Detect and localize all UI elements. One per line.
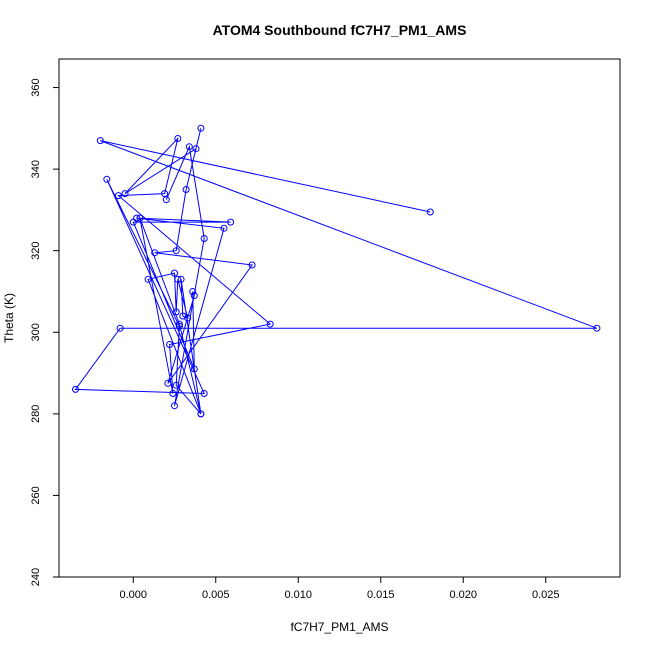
series-line: [74, 128, 598, 415]
data-point: [133, 214, 141, 222]
data-point: [172, 381, 180, 389]
data-point: [172, 308, 180, 316]
data-point: [190, 292, 198, 300]
data-point: [426, 208, 434, 216]
x-axis-label: fC7H7_PM1_AMS: [290, 620, 388, 634]
data-point: [136, 214, 144, 222]
data-point: [177, 275, 185, 283]
data-point: [220, 224, 228, 232]
y-axis-label: Theta (K): [2, 293, 16, 343]
data-point: [189, 288, 197, 295]
chart-title: ATOM4 Southbound fC7H7_PM1_AMS: [213, 22, 467, 38]
x-tick-label: 0.005: [202, 589, 230, 601]
data-point: [248, 261, 256, 269]
data-point: [185, 143, 193, 151]
data-point: [164, 379, 172, 387]
data-point: [103, 175, 111, 183]
data-point: [174, 135, 182, 142]
y-tick-label: 320: [30, 242, 42, 260]
data-point: [171, 269, 178, 277]
data-point: [182, 186, 190, 193]
data-point: [593, 324, 601, 332]
data-point: [166, 341, 174, 348]
x-tick-label: 0.015: [367, 589, 395, 601]
data-point: [175, 322, 183, 330]
data-point: [190, 365, 198, 373]
x-tick-label: 0.020: [449, 589, 477, 601]
data-point: [200, 235, 208, 242]
y-axis: 240 260 280 300 320 340 360: [30, 78, 60, 586]
data-point: [72, 385, 79, 393]
data-point: [144, 275, 152, 283]
y-tick-label: 340: [30, 160, 42, 178]
data-point: [175, 320, 183, 328]
x-tick-label: 0.025: [532, 589, 560, 601]
y-tick-label: 360: [30, 78, 42, 96]
y-tick-label: 240: [30, 568, 42, 586]
data-point: [197, 124, 205, 132]
data-point: [227, 218, 235, 226]
y-tick-label: 280: [30, 405, 42, 423]
data-point: [200, 390, 208, 397]
y-tick-label: 300: [30, 323, 42, 341]
data-point: [114, 192, 122, 200]
data-point: [169, 390, 177, 397]
data-point: [161, 190, 169, 198]
data-point: [197, 410, 205, 418]
data-point: [116, 324, 124, 332]
x-tick-label: 0.000: [119, 589, 147, 601]
data-point: [179, 312, 187, 320]
x-axis: 0.000 0.005 0.010 0.015 0.020 0.025: [119, 576, 560, 601]
data-point: [151, 249, 159, 257]
data-point: [174, 275, 182, 283]
data-point: [96, 137, 104, 145]
data-series: [72, 124, 601, 418]
data-point: [171, 402, 178, 410]
data-point: [266, 320, 274, 328]
data-point: [172, 247, 180, 255]
y-tick-label: 260: [30, 486, 42, 504]
x-tick-label: 0.010: [284, 589, 312, 601]
data-point: [192, 145, 200, 153]
data-point: [121, 190, 129, 198]
data-point: [162, 196, 170, 204]
